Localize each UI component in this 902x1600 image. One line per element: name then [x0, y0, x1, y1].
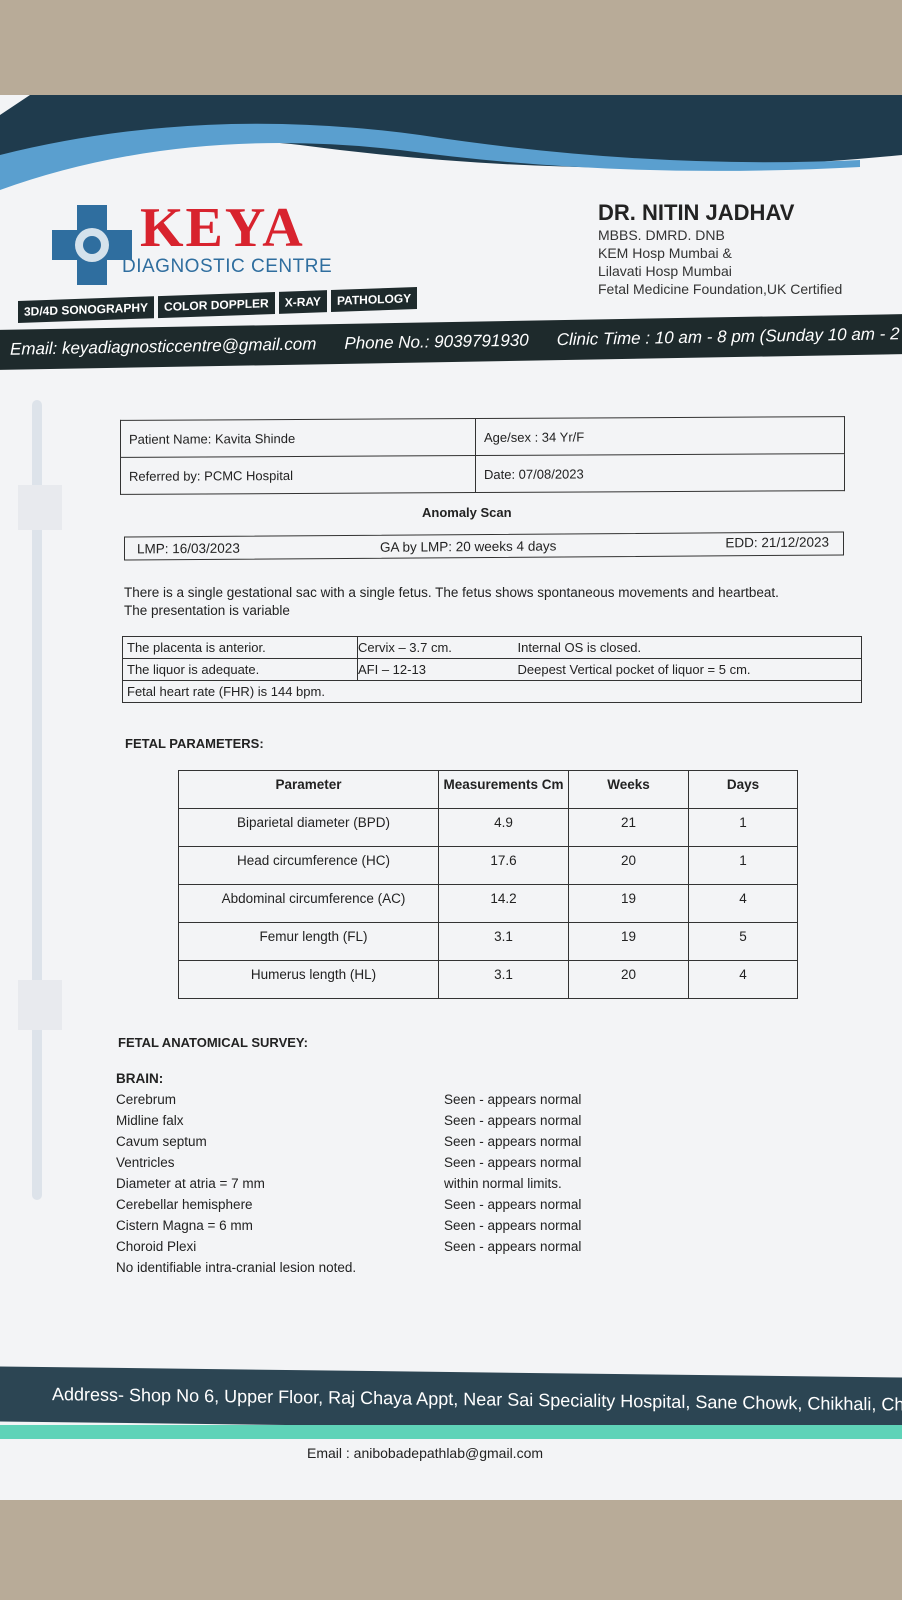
table-row: Humerus length (HL) 3.1 20 4 [178, 960, 798, 999]
doctor-line: KEM Hosp Mumbai & [598, 245, 732, 261]
survey-item: Diameter at atria = 7 mm [116, 1176, 265, 1191]
logo-cross-icon [52, 205, 132, 285]
finding: The placenta is anterior. [122, 636, 358, 659]
weeks: 20 [568, 960, 689, 999]
finding: The liquor is adequate. [122, 658, 358, 681]
brand-name: KEYA [140, 197, 305, 259]
report-date: Date: 07/08/2023 [475, 453, 845, 493]
patient-age-sex: Age/sex : 34 Yr/F [475, 416, 845, 456]
survey-result: within normal limits. [444, 1176, 562, 1191]
survey-result: Seen - appears normal [444, 1092, 582, 1107]
survey-item: Choroid Plexi [116, 1239, 197, 1254]
survey-item: Cerebellar hemisphere [116, 1197, 253, 1212]
dates-row: LMP: 16/03/2023 GA by LMP: 20 weeks 4 da… [124, 531, 844, 561]
footer-stripe [0, 1425, 902, 1439]
survey-result: Seen - appears normal [444, 1113, 582, 1128]
service: PATHOLOGY [330, 287, 418, 313]
survey-item: Cistern Magna = 6 mm [116, 1218, 253, 1233]
survey-result: Seen - appears normal [444, 1134, 582, 1149]
measurement: 14.2 [438, 884, 569, 923]
table-row: Biparietal diameter (BPD) 4.9 21 1 [178, 808, 798, 847]
days: 5 [688, 922, 798, 961]
days: 4 [688, 884, 798, 923]
brand-subtitle: DIAGNOSTIC CENTRE [122, 256, 333, 277]
days: 1 [688, 808, 798, 847]
days: 1 [688, 846, 798, 885]
parameter: Humerus length (HL) [178, 960, 439, 999]
survey-result: Seen - appears normal [444, 1218, 582, 1233]
table-row: Head circumference (HC) 17.6 20 1 [178, 846, 798, 885]
fetal-parameters-heading: FETAL PARAMETERS: [125, 736, 264, 751]
weeks: 20 [568, 846, 689, 885]
finding: Fetal heart rate (FHR) is 144 bpm. [122, 680, 862, 703]
table-row: Abdominal circumference (AC) 14.2 19 4 [178, 884, 798, 923]
doctor-line: MBBS. DMRD. DNB [598, 227, 725, 243]
survey-heading: FETAL ANATOMICAL SURVEY: [118, 1035, 308, 1050]
clinic-email: Email: keyadiagnosticcentre@gmail.com [10, 334, 317, 359]
doctor-name: DR. NITIN JADHAV [598, 200, 795, 225]
measurement: 17.6 [438, 846, 569, 885]
service: X-RAY [278, 290, 327, 314]
parameter: Abdominal circumference (AC) [178, 884, 439, 923]
fetal-parameters-table: Parameter Measurements Cm Weeks Days Bipari… [178, 770, 798, 999]
survey-item: Midline falx [116, 1113, 184, 1128]
doctor-info: DR. NITIN JADHAV MBBS. DMRD. DNB KEM Hos… [598, 200, 843, 298]
findings-table: The placenta is anterior. Cervix – 3.7 cm… [122, 636, 862, 703]
survey-results: Seen - appears normal Seen - appears nor… [444, 1089, 581, 1257]
weeks: 19 [568, 922, 689, 961]
patient-name: Patient Name: Kavita Shinde [120, 418, 476, 458]
survey-result: Seen - appears normal [444, 1239, 582, 1254]
parameter: Head circumference (HC) [178, 846, 439, 885]
report-title: Anomaly Scan [422, 505, 512, 520]
finding: Internal OS is closed. [517, 636, 862, 659]
finding: AFI – 12-13 [357, 658, 518, 681]
clinic-time: Clinic Time : 10 am - 8 pm (Sunday 10 am… [556, 323, 902, 350]
column-header: Weeks [568, 770, 689, 809]
doctor-line: Lilavati Hosp Mumbai [598, 263, 732, 279]
referred-by: Referred by: PCMC Hospital [120, 455, 476, 495]
clinic-phone: Phone No.: 9039791930 [344, 330, 529, 353]
survey-item: Cavum septum [116, 1134, 207, 1149]
survey-note: No identifiable intra-cranial lesion not… [116, 1260, 357, 1275]
footer-email: Email : anibobadepathlab@gmail.com [307, 1445, 544, 1461]
finding: Cervix – 3.7 cm. [357, 636, 518, 659]
days: 4 [688, 960, 798, 999]
weeks: 19 [568, 884, 689, 923]
doctor-line: Fetal Medicine Foundation,UK Certified [598, 281, 843, 297]
measurement: 4.9 [438, 808, 569, 847]
survey-item: Cerebrum [116, 1092, 177, 1107]
section-heading: BRAIN: [116, 1071, 164, 1086]
finding: Deepest Vertical pocket of liquor = 5 cm… [517, 658, 862, 681]
column-header: Measurements Cm [438, 770, 569, 809]
binder-clip [18, 400, 62, 1220]
survey-item: Ventricles [116, 1155, 175, 1170]
measurement: 3.1 [438, 960, 569, 999]
footer-address: Address- Shop No 6, Upper Floor, Raj Cha… [0, 1366, 902, 1433]
survey-result: Seen - appears normal [444, 1197, 582, 1212]
column-header: Parameter [178, 770, 439, 809]
measurement: 3.1 [438, 922, 569, 961]
weeks: 21 [568, 808, 689, 847]
summary: There is a single gestational sac with a… [124, 585, 779, 618]
survey-result: Seen - appears normal [444, 1155, 582, 1170]
parameter: Biparietal diameter (BPD) [178, 808, 439, 847]
survey-labels: BRAIN: Cerebrum Midline falx Cavum septu… [116, 1068, 356, 1278]
lmp: LMP: 16/03/2023 [137, 540, 240, 557]
header-wave [0, 95, 902, 190]
patient-table: Patient Name: Kavita Shinde Age/sex : 34 … [120, 416, 845, 495]
edd: EDD: 21/12/2023 [725, 534, 829, 551]
column-header: Days [688, 770, 798, 809]
table-row: Femur length (FL) 3.1 19 5 [178, 922, 798, 961]
parameter: Femur length (FL) [178, 922, 439, 961]
service: COLOR DOPPLER [158, 292, 275, 319]
ga: GA by LMP: 20 weeks 4 days [380, 538, 557, 555]
